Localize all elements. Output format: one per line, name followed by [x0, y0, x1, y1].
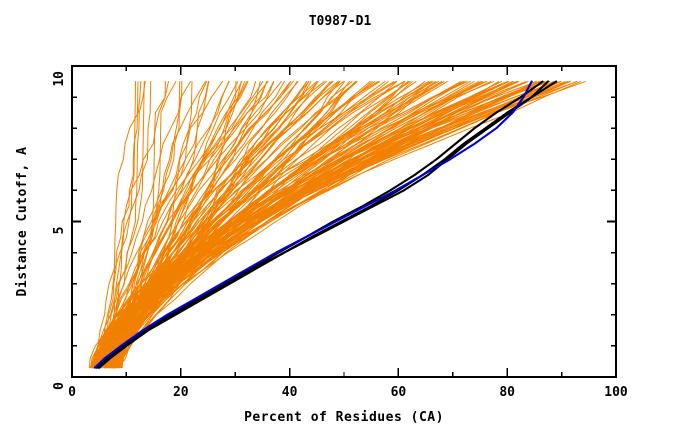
- y-axis-title: Distance Cutoff, A: [15, 147, 30, 297]
- y-tick-label: 5: [52, 227, 67, 235]
- ensemble-curve: [92, 81, 142, 369]
- x-axis-title: Percent of Residues (CA): [244, 410, 444, 425]
- ensemble-curve: [90, 81, 550, 369]
- ensemble-curve: [94, 81, 442, 369]
- axes-layer: [71, 65, 617, 378]
- page-title: T0987-D1: [308, 14, 372, 29]
- x-tick-label: 0: [68, 385, 76, 400]
- reference-curve-black-3: [97, 80, 550, 369]
- y-tick-label: 10: [52, 71, 67, 87]
- reference-curves-layer: [93, 80, 558, 369]
- ensemble-curve: [88, 81, 566, 369]
- reference-curve-blue-1: [93, 80, 533, 369]
- y-tick-label: 0: [52, 382, 67, 390]
- ensemble-curves-layer: [88, 81, 586, 369]
- ensemble-curve: [98, 81, 551, 369]
- ensemble-curve: [97, 81, 571, 369]
- ensemble-curve: [94, 81, 586, 369]
- axis-labels-layer: 0 20 40 60 80 100 0 5 10 Percent of Residues (CA)…: [15, 71, 628, 425]
- x-tick-label: 80: [499, 385, 515, 400]
- ensemble-curve: [91, 81, 192, 369]
- ensemble-curve: [91, 81, 577, 369]
- ensemble-curve: [96, 81, 578, 369]
- x-tick-label: 20: [173, 385, 189, 400]
- ensemble-curve: [112, 81, 536, 369]
- x-tick-label: 60: [391, 385, 407, 400]
- ensemble-curve: [91, 81, 462, 369]
- x-tick-label: 100: [604, 385, 628, 400]
- ensemble-curve: [113, 81, 554, 369]
- x-tick-label: 40: [282, 385, 298, 400]
- ensemble-curve: [107, 81, 581, 369]
